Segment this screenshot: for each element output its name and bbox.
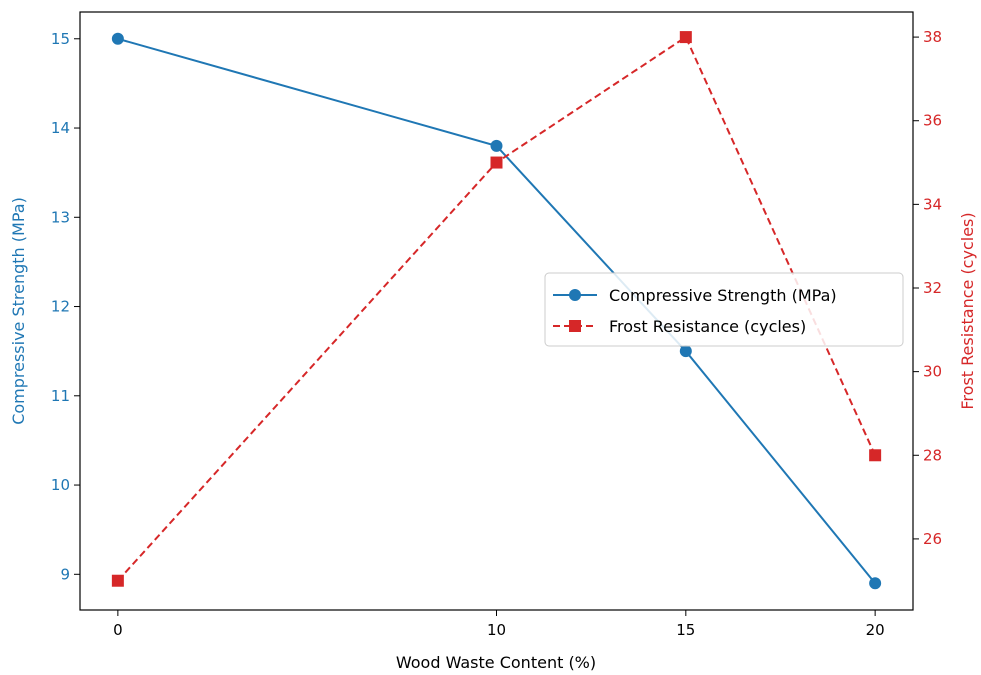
data-point-compressive-strength (869, 577, 882, 590)
right-y-tick-label: 36 (923, 112, 942, 130)
legend-marker-square-icon (569, 320, 581, 332)
right-y-tick-label: 32 (923, 279, 942, 297)
x-axis: 0 10 15 20 (113, 610, 885, 639)
legend: Compressive Strength (MPa) Frost Resista… (544, 272, 904, 347)
data-point-frost-resistance (111, 574, 124, 587)
x-tick-label: 15 (676, 621, 695, 639)
data-point-frost-resistance (679, 31, 692, 44)
left-y-tick-label: 11 (51, 387, 70, 405)
left-y-tick-label: 9 (60, 565, 70, 583)
right-y-tick-label: 30 (923, 363, 942, 381)
x-tick-label: 10 (487, 621, 506, 639)
left-y-axis-title: Compressive Strength (MPa) (9, 197, 28, 425)
left-y-axis: 9 10 11 12 13 14 15 (51, 30, 80, 583)
data-point-compressive-strength (111, 32, 124, 45)
left-y-tick-label: 14 (51, 119, 70, 137)
right-y-axis-title: Frost Resistance (cycles) (958, 212, 977, 409)
data-point-compressive-strength (490, 139, 503, 152)
legend-box (544, 272, 904, 347)
left-y-tick-label: 10 (51, 476, 70, 494)
x-axis-title: Wood Waste Content (%) (396, 653, 596, 672)
right-y-tick-label: 38 (923, 28, 942, 46)
data-point-compressive-strength (679, 345, 692, 358)
x-tick-label: 20 (866, 621, 885, 639)
left-y-tick-label: 12 (51, 298, 70, 316)
legend-marker-circle-icon (569, 289, 581, 301)
data-point-frost-resistance (490, 156, 503, 169)
left-y-tick-label: 15 (51, 30, 70, 48)
series-line-frost-resistance (117, 35, 877, 582)
right-y-axis: 26 28 30 32 34 36 38 (913, 28, 942, 548)
x-tick-label: 0 (113, 621, 123, 639)
series-layer (111, 31, 882, 590)
right-y-tick-label: 34 (923, 195, 942, 213)
legend-label-frost-resistance: Frost Resistance (cycles) (609, 317, 806, 336)
left-y-tick-label: 13 (51, 208, 70, 226)
series-line-compressive-strength (117, 37, 876, 584)
legend-label-compressive-strength: Compressive Strength (MPa) (609, 286, 837, 305)
data-point-frost-resistance (869, 449, 882, 462)
right-y-tick-label: 26 (923, 530, 942, 548)
right-y-tick-label: 28 (923, 446, 942, 464)
